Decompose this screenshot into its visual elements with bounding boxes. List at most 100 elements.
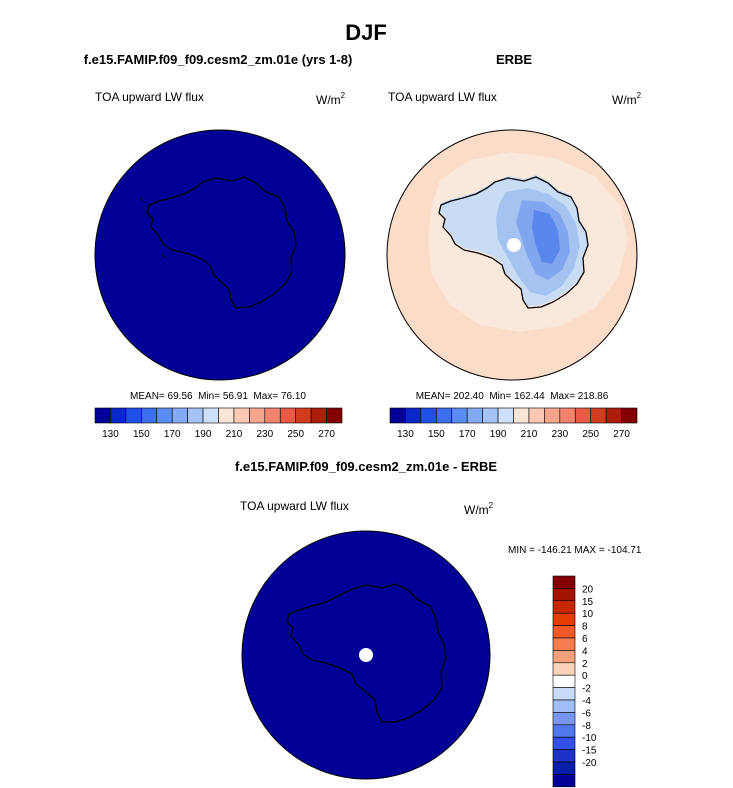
- panel-diff-colorbar-tick-label: -2: [582, 684, 591, 695]
- panel-diff-colorbar-tick-label: -8: [582, 721, 591, 732]
- panel-model-colorbar-swatch: [171, 407, 188, 424]
- panel-diff-stats: MIN = -146.21 MAX = -104.71: [508, 545, 642, 556]
- panel-obs-colorbar-swatch: [574, 407, 591, 424]
- panel-diff-colorbar-tick-label: 20: [582, 584, 594, 595]
- panel-model-colorbar-swatch: [156, 407, 173, 424]
- panel-obs-coastline: [438, 176, 589, 309]
- panel-model-colorbar-tick-label: 150: [133, 429, 150, 440]
- panel-model-colorbar-tick-label: 270: [318, 429, 335, 440]
- panel-model-colorbar-swatch: [310, 407, 327, 424]
- panel-obs-colorbar-tick-label: 130: [397, 429, 414, 440]
- panel-diff-colorbar-tick-label: 8: [582, 622, 588, 633]
- panel-obs-colorbar-swatch: [420, 407, 437, 424]
- panel-model-coastline: [146, 176, 297, 309]
- panel-obs-colorbar-tick-label: 250: [582, 429, 599, 440]
- panel-obs-units-base: W/m: [612, 93, 637, 107]
- panel-diff-colorbar-tick-label: 6: [582, 634, 588, 645]
- panel-obs: ERBE TOA upward LW flux W/m2 MEAN= 202.4…: [386, 52, 642, 440]
- panel-diff-variable: TOA upward LW flux: [240, 499, 349, 513]
- panel-obs-colorbar-swatch: [389, 407, 406, 424]
- panel-diff-colorbar-tick-label: 2: [582, 659, 588, 670]
- panel-diff-colorbar-swatch: [552, 674, 576, 688]
- panel-obs-colorbar-tick-label: 270: [613, 429, 630, 440]
- panel-diff-colorbar-tick-label: -20: [582, 758, 597, 769]
- panel-diff-colorbar-swatch: [552, 662, 576, 676]
- panel-obs-colorbar-swatch: [528, 407, 545, 424]
- panel-model-colorbar-swatch: [326, 407, 343, 424]
- panel-model-colorbar-tick-label: 230: [256, 429, 273, 440]
- panel-diff-colorbar-swatch: [552, 588, 576, 602]
- panel-diff-colorbar-swatch: [552, 712, 576, 726]
- panel-obs-colorbar-swatch: [590, 407, 607, 424]
- panel-model-colorbar-swatch: [94, 407, 111, 424]
- panel-obs-colorbar-swatch: [559, 407, 576, 424]
- panel-diff-frame: [241, 530, 491, 780]
- panel-diff-colorbar-swatch: [552, 749, 576, 763]
- panel-diff: f.e15.FAMIP.f09_f09.cesm2_zm.01e - ERBE …: [235, 459, 642, 788]
- panel-model-colorbar-swatch: [187, 407, 204, 424]
- panel-model-colorbar-swatch: [202, 407, 219, 424]
- panel-diff-colorbar-swatch: [552, 575, 576, 589]
- panel-model-colorbar-tick-label: 190: [195, 429, 212, 440]
- figure-title: DJF: [345, 20, 387, 45]
- panel-model-colorbar-swatch: [141, 407, 158, 424]
- panel-diff-colorbar-tick-label: -10: [582, 733, 597, 744]
- panel-obs-frame: [386, 129, 638, 381]
- panel-obs-contour-ice-4: [532, 210, 560, 264]
- panel-obs-units-exp: 2: [637, 91, 642, 100]
- panel-obs-colorbar-swatch: [605, 407, 622, 424]
- panel-model-coastline-islands: [139, 197, 166, 259]
- panel-obs-colorbar-swatch: [451, 407, 468, 424]
- panel-diff-colorbar-swatch: [552, 625, 576, 639]
- panel-diff-colorbar-tick-label: 10: [582, 609, 594, 620]
- panel-model-title: f.e15.FAMIP.f09_f09.cesm2_zm.01e (yrs 1-…: [84, 52, 353, 67]
- panel-obs-colorbar-swatch: [405, 407, 422, 424]
- panel-obs-colorbar-swatch: [621, 407, 638, 424]
- panel-model-colorbar: 130 150 170 190 210 230 250 270: [94, 407, 343, 440]
- panel-model-map: [94, 129, 346, 381]
- panel-diff-colorbar-tick-label: 0: [582, 671, 588, 682]
- panel-model-colorbar-tick-label: 170: [164, 429, 181, 440]
- panel-model-colorbar-tick-label: 210: [226, 429, 243, 440]
- panel-diff-colorbar-swatch: [552, 699, 576, 713]
- panel-model-colorbar-swatch: [249, 407, 266, 424]
- panel-model-colorbar-swatch: [218, 407, 235, 424]
- panel-diff-map: [241, 530, 491, 780]
- panel-obs-colorbar-swatch: [497, 407, 514, 424]
- panel-diff-colorbar-tick-label: -6: [582, 708, 591, 719]
- panel-model-field: [95, 130, 345, 380]
- panel-obs-colorbar-tick-label: 230: [551, 429, 568, 440]
- panel-diff-colorbar-tick-label: 4: [582, 646, 588, 657]
- panel-diff-colorbar-swatch: [552, 774, 576, 788]
- panel-model-colorbar-tick-label: 130: [102, 429, 119, 440]
- panel-diff-coastline: [286, 583, 447, 723]
- panel-diff-colorbar-swatch: [552, 612, 576, 626]
- panel-obs-colorbar-swatch: [436, 407, 453, 424]
- panel-obs-colorbar-swatch: [466, 407, 483, 424]
- panel-obs-colorbar: 130 150 170 190 210 230 250 270: [389, 407, 638, 440]
- panel-obs-stats: MEAN= 202.40 Min= 162.44 Max= 218.86: [416, 391, 609, 402]
- panel-diff-units-exp: 2: [489, 501, 494, 510]
- panel-obs-variable: TOA upward LW flux: [388, 90, 497, 104]
- panel-diff-colorbar-tick-label: 15: [582, 597, 594, 608]
- panel-obs-map: [386, 129, 638, 381]
- panel-diff-colorbar-swatch: [552, 637, 576, 651]
- panel-diff-colorbar-swatch: [552, 724, 576, 738]
- panel-obs-colorbar-tick-label: 150: [428, 429, 445, 440]
- panel-model-stats: MEAN= 69.56 Min= 56.91 Max= 76.10: [130, 391, 306, 402]
- panel-model-colorbar-swatch: [125, 407, 142, 424]
- panel-model: f.e15.FAMIP.f09_f09.cesm2_zm.01e (yrs 1-…: [84, 52, 353, 440]
- panel-obs-colorbar-swatch: [482, 407, 499, 424]
- panel-model-units: W/m2: [316, 91, 346, 107]
- panel-model-units-base: W/m: [316, 93, 341, 107]
- panel-diff-units: W/m2: [464, 501, 494, 517]
- panel-diff-colorbar-swatch: [552, 600, 576, 614]
- panel-diff-colorbar-tick-label: -15: [582, 746, 597, 757]
- panel-diff-title: f.e15.FAMIP.f09_f09.cesm2_zm.01e - ERBE: [235, 459, 497, 474]
- panel-obs-units: W/m2: [612, 91, 642, 107]
- panel-obs-colorbar-swatch: [513, 407, 530, 424]
- panel-model-colorbar-tick-label: 250: [287, 429, 304, 440]
- panel-diff-pole-hole: [359, 648, 373, 662]
- panel-model-colorbar-swatch: [233, 407, 250, 424]
